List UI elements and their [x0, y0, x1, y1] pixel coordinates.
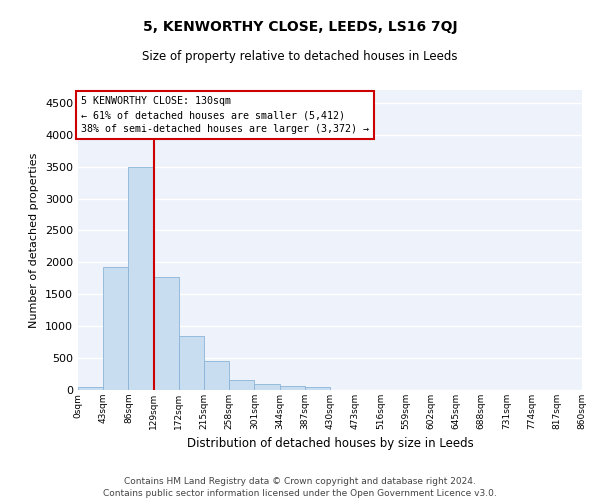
Bar: [204, 361, 229, 390]
Y-axis label: Number of detached properties: Number of detached properties: [29, 152, 40, 328]
Text: Size of property relative to detached houses in Leeds: Size of property relative to detached ho…: [142, 50, 458, 63]
Bar: [78, 387, 103, 390]
Bar: [305, 387, 330, 390]
Bar: [229, 380, 254, 390]
Text: 5 KENWORTHY CLOSE: 130sqm
← 61% of detached houses are smaller (5,412)
38% of se: 5 KENWORTHY CLOSE: 130sqm ← 61% of detac…: [80, 96, 368, 134]
Bar: [254, 384, 280, 390]
Bar: [280, 386, 305, 390]
Bar: [128, 166, 154, 390]
Bar: [179, 336, 204, 390]
X-axis label: Distribution of detached houses by size in Leeds: Distribution of detached houses by size …: [187, 438, 473, 450]
Text: 5, KENWORTHY CLOSE, LEEDS, LS16 7QJ: 5, KENWORTHY CLOSE, LEEDS, LS16 7QJ: [143, 20, 457, 34]
Bar: [154, 276, 179, 390]
Bar: [103, 267, 128, 390]
Text: Contains HM Land Registry data © Crown copyright and database right 2024.
Contai: Contains HM Land Registry data © Crown c…: [103, 476, 497, 498]
